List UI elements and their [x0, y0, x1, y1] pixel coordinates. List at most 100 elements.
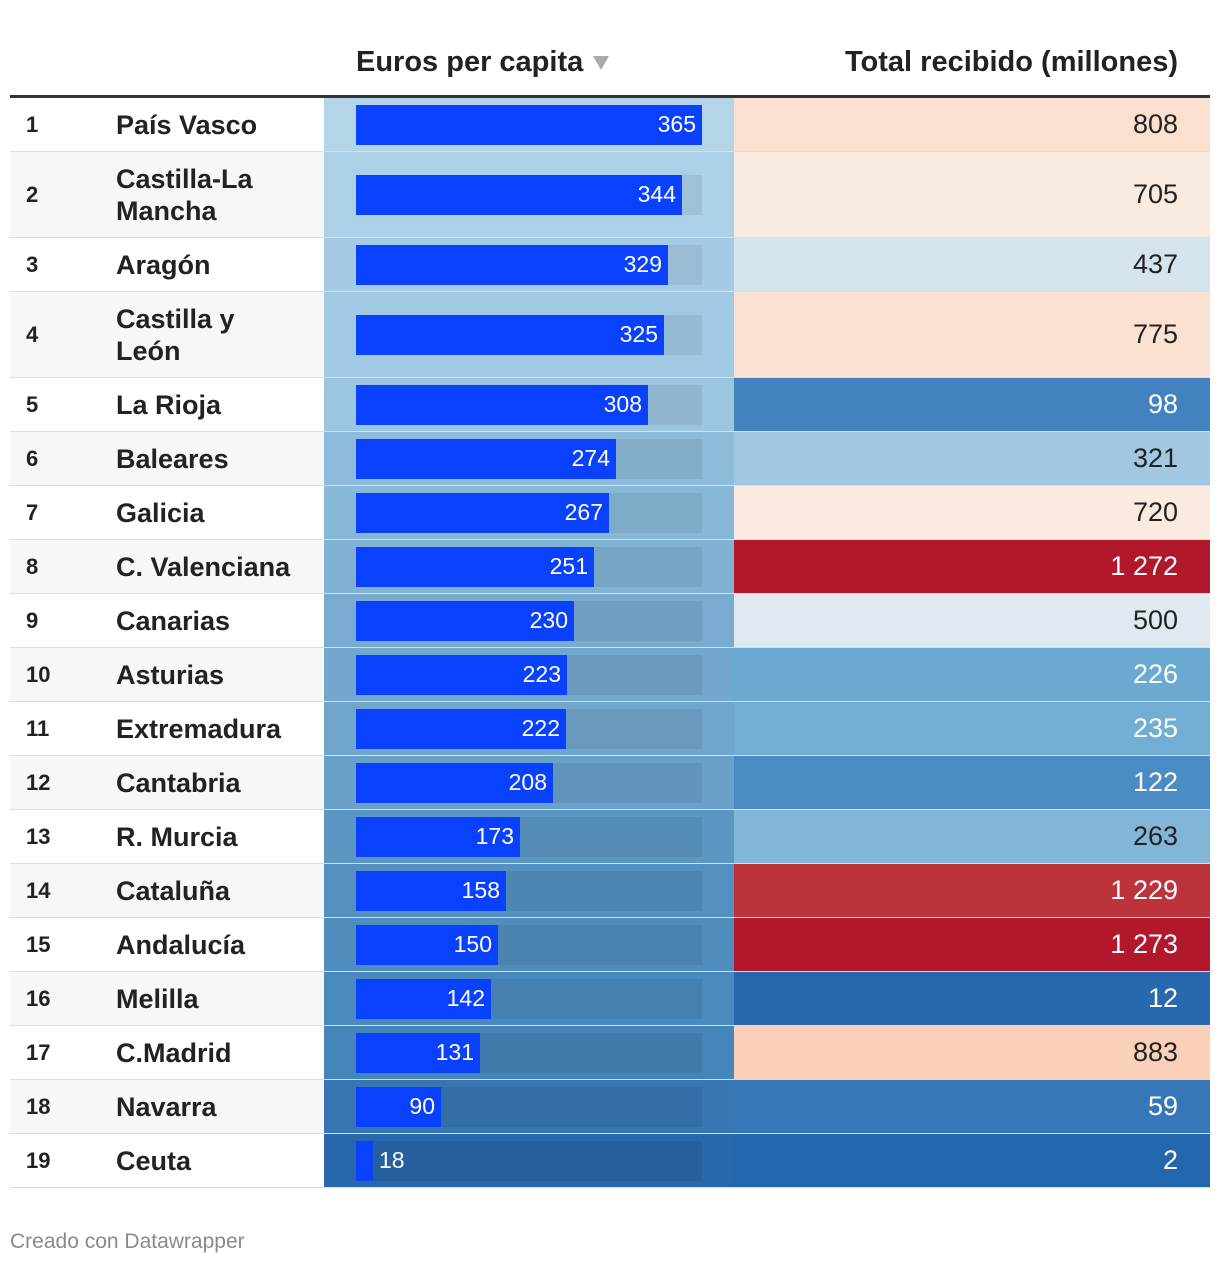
bar-track: 18 [356, 1140, 702, 1181]
total-recibido-value: 59 [734, 1080, 1210, 1133]
total-recibido-value: 1 272 [734, 540, 1210, 593]
euros-value-label: 274 [571, 445, 610, 471]
euros-per-capita-cell: 142 [324, 972, 734, 1025]
row-region-name: Galicia [108, 486, 324, 539]
euros-value-label: 173 [475, 823, 514, 849]
bar-track: 230 [356, 600, 702, 641]
euros-per-capita-cell: 208 [324, 756, 734, 809]
total-recibido-value: 775 [734, 292, 1210, 377]
bar-track: 251 [356, 546, 702, 587]
euros-bar [356, 924, 498, 965]
euros-bar [356, 1140, 373, 1181]
row-rank: 19 [10, 1134, 108, 1187]
bar-track: 150 [356, 924, 702, 965]
table-row: 2 Castilla-La Mancha 344 705 [10, 152, 1210, 238]
row-region-name: Aragón [108, 238, 324, 291]
bar-track: 267 [356, 492, 702, 533]
table-row: 5 La Rioja 308 98 [10, 378, 1210, 432]
bar-track: 158 [356, 870, 702, 911]
row-region-name: Baleares [108, 432, 324, 485]
row-rank: 15 [10, 918, 108, 971]
total-recibido-value: 235 [734, 702, 1210, 755]
euros-bar [356, 314, 664, 355]
table-header: Euros per capita Total recibido (millone… [10, 0, 1210, 98]
euros-value-label: 222 [521, 715, 560, 741]
total-recibido-value: 1 229 [734, 864, 1210, 917]
euros-value-label: 325 [619, 321, 658, 347]
euros-per-capita-cell: 251 [324, 540, 734, 593]
euros-value-label: 208 [508, 769, 547, 795]
bar-track: 274 [356, 438, 702, 479]
column-header-total-recibido[interactable]: Total recibido (millones) [845, 46, 1178, 78]
table-row: 16 Melilla 142 12 [10, 972, 1210, 1026]
bar-track: 131 [356, 1032, 702, 1073]
euros-bar [356, 546, 594, 587]
euros-value-label: 150 [453, 931, 492, 957]
row-rank: 11 [10, 702, 108, 755]
euros-value-label: 223 [522, 661, 561, 687]
euros-per-capita-cell: 329 [324, 238, 734, 291]
euros-per-capita-cell: 365 [324, 98, 734, 151]
table-row: 3 Aragón 329 437 [10, 238, 1210, 292]
euros-per-capita-cell: 267 [324, 486, 734, 539]
row-region-name: Cataluña [108, 864, 324, 917]
euros-bar [356, 244, 668, 285]
table-row: 14 Cataluña 158 1 229 [10, 864, 1210, 918]
euros-value-label: 344 [637, 181, 676, 207]
row-rank: 7 [10, 486, 108, 539]
column-header-euros-per-capita[interactable]: Euros per capita [356, 46, 610, 79]
euros-per-capita-cell: 18 [324, 1134, 734, 1187]
row-region-name: La Rioja [108, 378, 324, 431]
table-row: 6 Baleares 274 321 [10, 432, 1210, 486]
row-region-name: Castilla y León [108, 292, 324, 377]
bar-track: 325 [356, 314, 702, 355]
table-row: 15 Andalucía 150 1 273 [10, 918, 1210, 972]
euros-per-capita-cell: 344 [324, 152, 734, 237]
row-region-name: Castilla-La Mancha [108, 152, 324, 237]
row-rank: 14 [10, 864, 108, 917]
total-recibido-value: 98 [734, 378, 1210, 431]
row-rank: 16 [10, 972, 108, 1025]
table-row: 10 Asturias 223 226 [10, 648, 1210, 702]
bar-track: 365 [356, 104, 702, 145]
euros-per-capita-cell: 308 [324, 378, 734, 431]
row-region-name: R. Murcia [108, 810, 324, 863]
euros-bar [356, 708, 566, 749]
bar-track: 222 [356, 708, 702, 749]
euros-value-label: 142 [446, 985, 485, 1011]
row-region-name: Ceuta [108, 1134, 324, 1187]
euros-bar [356, 654, 567, 695]
total-recibido-value: 12 [734, 972, 1210, 1025]
total-recibido-value: 226 [734, 648, 1210, 701]
total-recibido-value: 883 [734, 1026, 1210, 1079]
table-row: 12 Cantabria 208 122 [10, 756, 1210, 810]
table-row: 9 Canarias 230 500 [10, 594, 1210, 648]
bar-track: 208 [356, 762, 702, 803]
row-rank: 6 [10, 432, 108, 485]
euros-value-label: 230 [529, 607, 568, 633]
euros-per-capita-cell: 90 [324, 1080, 734, 1133]
total-recibido-value: 500 [734, 594, 1210, 647]
euros-bar [356, 978, 491, 1019]
euros-value-label: 90 [409, 1093, 435, 1119]
row-region-name: País Vasco [108, 98, 324, 151]
row-region-name: Cantabria [108, 756, 324, 809]
euros-value-label: 131 [435, 1039, 474, 1065]
total-recibido-value: 263 [734, 810, 1210, 863]
total-recibido-value: 808 [734, 98, 1210, 151]
table-row: 7 Galicia 267 720 [10, 486, 1210, 540]
bar-track: 223 [356, 654, 702, 695]
total-recibido-value: 321 [734, 432, 1210, 485]
euros-value-label: 308 [603, 391, 642, 417]
total-recibido-value: 705 [734, 152, 1210, 237]
euros-bar [356, 816, 520, 857]
sort-descending-icon[interactable] [593, 56, 610, 71]
table-row: 1 País Vasco 365 808 [10, 98, 1210, 152]
table-row: 17 C.Madrid 131 883 [10, 1026, 1210, 1080]
table-body: 1 País Vasco 365 808 2 Castilla-La Mancha 344 7… [10, 98, 1210, 1188]
table-row: 4 Castilla y León 325 775 [10, 292, 1210, 378]
euros-per-capita-cell: 230 [324, 594, 734, 647]
row-region-name: Canarias [108, 594, 324, 647]
euros-bar [356, 104, 702, 145]
euros-bar [356, 438, 616, 479]
